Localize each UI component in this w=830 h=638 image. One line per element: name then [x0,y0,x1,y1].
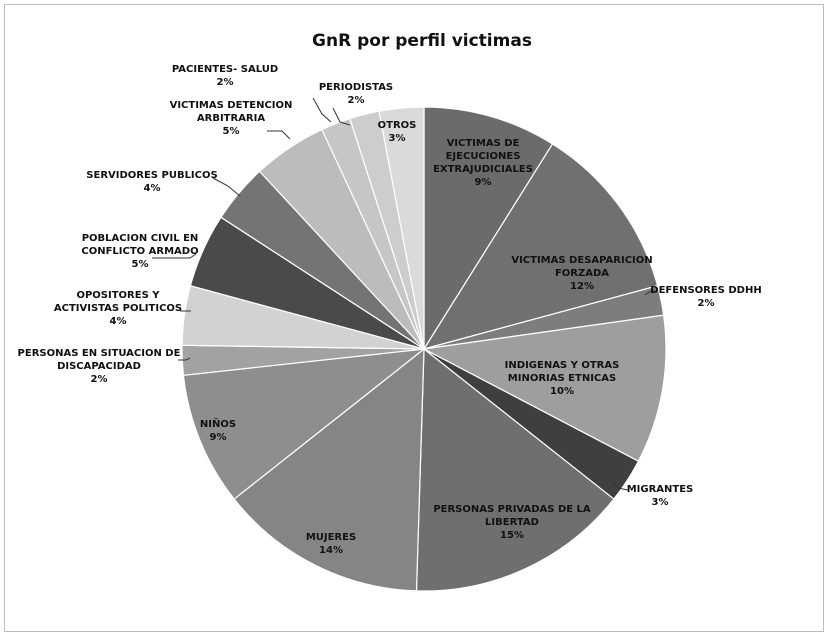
slice-label: POBLACION CIVIL EN CONFLICTO ARMADO 5% [81,233,198,270]
leader-line [332,107,351,126]
slice-label: PERIODISTAS 2% [319,82,393,106]
leader-line [611,480,629,491]
pie-slice [415,347,615,592]
slice-labels: VICTIMAS DE EJECUCIONES EXTRAJUDICIALES 9% V… [18,64,762,556]
slice-label: NIÑOS 9% [200,417,236,443]
pie-slice [182,348,427,500]
slice-label: VICTIMAS DE EJECUCIONES EXTRAJUDICIALES 9% [433,138,533,188]
leader-line [152,253,197,259]
slice-label: INDIGENAS Y OTRAS MINORIAS ETNICAS 10% [505,360,620,397]
leader-line [267,130,291,140]
slice-label: MUJERES 14% [306,532,356,556]
slice-label: VICTIMAS DETENCION ARBITRARIA 5% [170,100,293,137]
pie-slices [181,106,667,592]
pie-slice [378,106,425,350]
slice-label: SERVIDORES PUBLICOS 4% [86,170,217,194]
chart-title: GnR por perfil victimas [312,31,532,51]
slice-label: OTROS 3% [378,120,417,144]
pie-slice [233,347,425,592]
slice-label: PERSONAS PRIVADAS DE LA LIBERTAD 15% [433,504,591,541]
pie-slice [422,143,659,350]
slice-label: PACIENTES- SALUD 2% [172,64,278,88]
slice-label: PERSONAS EN SITUACION DE DISCAPACIDAD 2% [18,348,181,385]
slice-label: OPOSITORES Y ACTIVISTAS POLITICOS 4% [54,290,182,327]
slice-label: MIGRANTES 3% [627,484,694,508]
leader-line [644,290,655,296]
leader-line [178,357,191,361]
leader-lines [152,97,655,491]
pie-slice [422,314,667,463]
slice-label: VICTIMAS DESAPARICION FORZADA 12% [511,255,652,292]
slice-label: DEFENSORES DDHH 2% [650,285,761,309]
pie-slice [423,106,554,352]
leader-line [312,97,332,123]
leader-line [212,177,241,197]
